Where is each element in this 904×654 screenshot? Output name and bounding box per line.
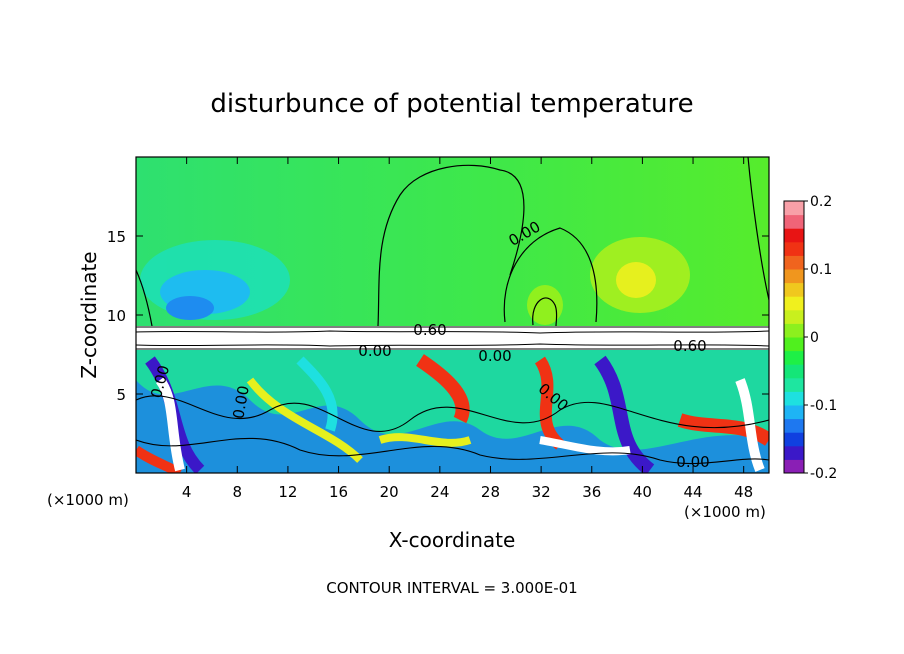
warm-patch <box>616 262 656 298</box>
colorbar-swatch <box>784 269 804 284</box>
red-filament <box>416 354 470 424</box>
colorbar-swatch <box>784 201 804 216</box>
inversion-band <box>136 326 769 350</box>
red-filament <box>534 356 565 450</box>
colorbar-ticks: 0.2 0.1 0 -0.1 -0.2 <box>804 194 837 482</box>
contour-line <box>532 297 558 327</box>
contour-label: 0.00 <box>676 453 709 471</box>
contour-interval-note: CONTOUR INTERVAL = 3.000E-01 <box>326 579 577 597</box>
colorbar-swatch <box>784 350 804 365</box>
contour-label: 0.00 <box>478 347 511 365</box>
x-unit-label-right: (×1000 m) <box>684 503 766 521</box>
y-tick-label: 15 <box>107 228 126 246</box>
colorbar-tick-label: -0.1 <box>810 398 837 414</box>
y-tick-label: 10 <box>107 307 126 325</box>
colorbar-swatch <box>784 282 804 297</box>
colorbar-tick-label: -0.2 <box>810 466 837 482</box>
cool-patch <box>166 296 214 320</box>
colorbar-swatch <box>784 377 804 392</box>
colorbar-swatch <box>784 323 804 338</box>
white-core <box>539 436 631 456</box>
colorbar-swatch <box>784 418 804 433</box>
colorbar-tick-label: 0.2 <box>810 194 832 210</box>
x-tick-label: 12 <box>278 483 297 501</box>
y-axis-ticks: 5 10 15 <box>107 228 769 404</box>
white-core <box>155 377 185 472</box>
x-tick-label: 20 <box>380 483 399 501</box>
colorbar-swatch <box>784 241 804 256</box>
x-tick-label: 44 <box>683 483 702 501</box>
x-tick-label: 40 <box>633 483 652 501</box>
x-tick-label: 16 <box>329 483 348 501</box>
inversion-contours <box>136 326 769 350</box>
red-filament <box>136 445 183 473</box>
y-tick-label: 5 <box>116 386 126 404</box>
contour-line <box>503 227 598 323</box>
contour-line <box>136 269 153 327</box>
colorbar-swatch <box>784 337 804 352</box>
colorbar-swatch <box>784 296 804 311</box>
white-core <box>735 378 765 472</box>
x-tick-label: 48 <box>734 483 753 501</box>
yellow-filament <box>246 377 363 463</box>
chart-title: disturbunce of potential temperature <box>210 89 693 119</box>
x-tick-label: 4 <box>182 483 192 501</box>
contour-line <box>377 164 525 327</box>
colorbar-swatch <box>784 405 804 420</box>
colorbar-swatch <box>784 432 804 447</box>
warm-patch <box>527 285 563 325</box>
colorbar-swatch <box>784 445 804 460</box>
contour-line <box>136 437 769 465</box>
x-tick-label: 32 <box>532 483 551 501</box>
contour-label: 0.00 <box>358 342 391 360</box>
colorbar-swatch <box>784 228 804 243</box>
x-tick-label: 36 <box>582 483 601 501</box>
x-tick-label: 28 <box>481 483 500 501</box>
contour-label: 0.00 <box>229 384 253 420</box>
colorbar-swatch <box>784 364 804 379</box>
x-tick-label: 24 <box>430 483 449 501</box>
yellow-filament <box>378 433 472 447</box>
contour-line <box>136 395 769 432</box>
upper-field <box>136 157 769 327</box>
colorbar-tick-label: 0 <box>810 330 819 346</box>
colorbar <box>784 201 804 474</box>
colorbar-swatch <box>784 255 804 270</box>
x-axis-ticks: 4 8 12 16 20 24 28 32 36 40 44 48 <box>182 157 753 501</box>
colorbar-swatch <box>784 459 804 474</box>
contour-line <box>747 157 769 301</box>
contour-label: 0.60 <box>673 337 706 355</box>
indigo-filament <box>594 355 655 473</box>
x-axis-label: X-coordinate <box>389 528 516 552</box>
y-axis-label: Z-coordinate <box>77 251 101 378</box>
colorbar-tick-label: 0.1 <box>810 262 832 278</box>
plot-area <box>136 157 769 473</box>
cyan-filament <box>296 356 338 432</box>
contour-label: 0.60 <box>413 321 446 339</box>
colorbar-swatch <box>784 214 804 229</box>
x-tick-label: 8 <box>233 483 243 501</box>
colorbar-swatch <box>784 391 804 406</box>
lower-field <box>136 350 769 473</box>
x-unit-label-left: (×1000 m) <box>47 491 129 509</box>
red-filament <box>677 413 769 446</box>
colorbar-swatch <box>784 309 804 324</box>
